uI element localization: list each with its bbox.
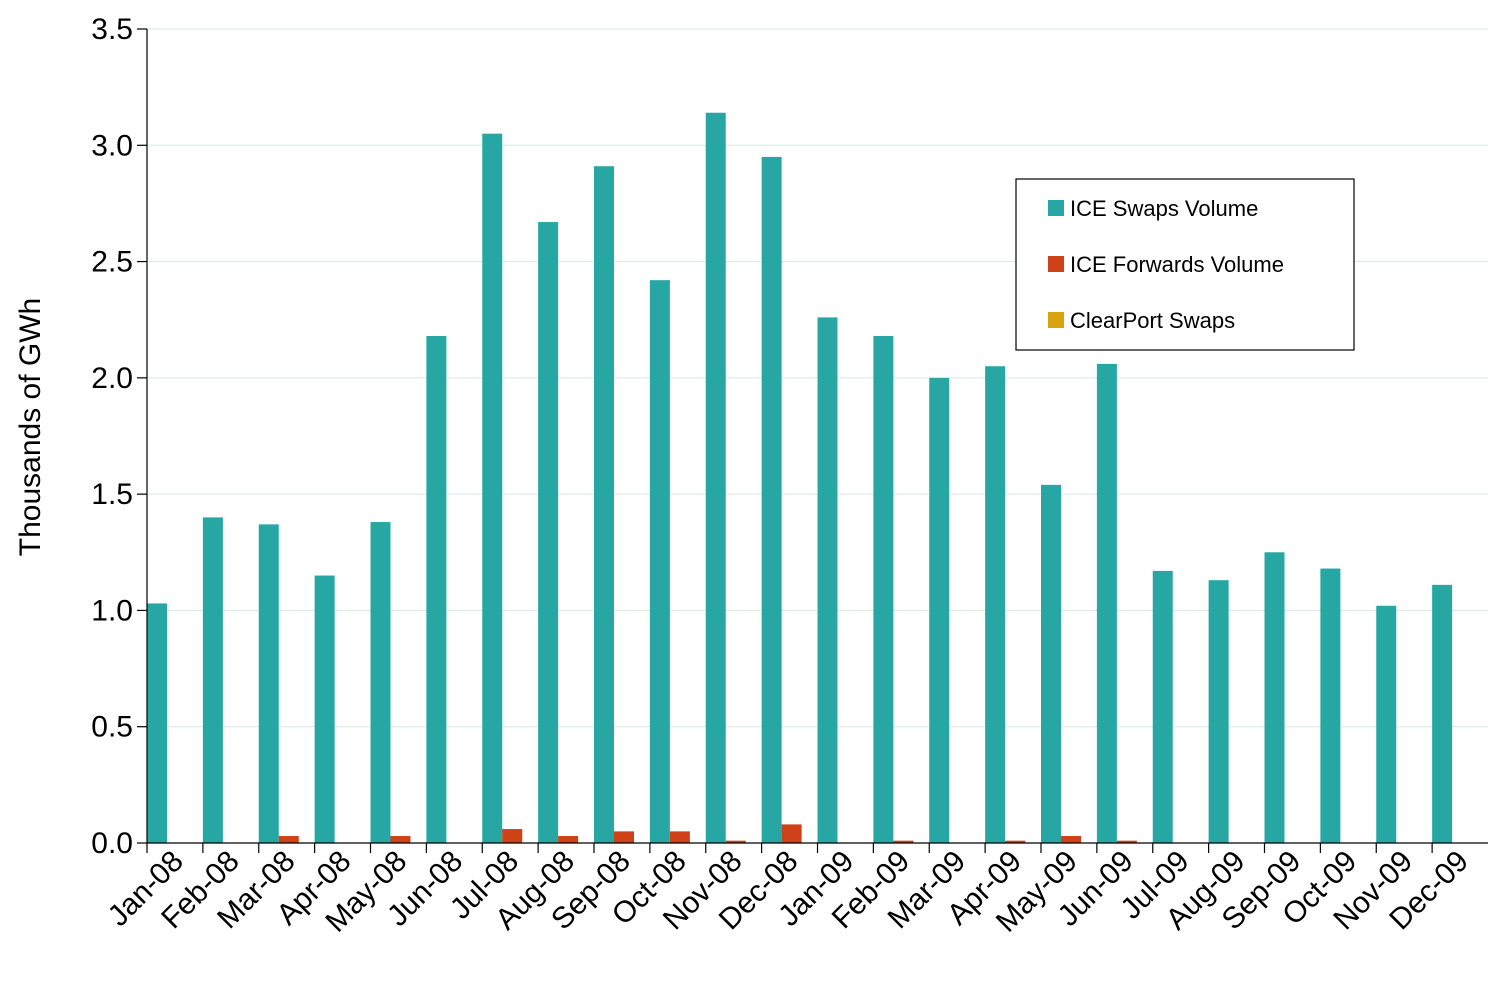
- bar-ice-swaps-volume-sep-09: [1264, 552, 1285, 843]
- legend-entry: ClearPort Swaps: [1070, 308, 1235, 333]
- legend-swatch: [1048, 256, 1064, 272]
- y-tick-label: 3.0: [91, 129, 133, 162]
- bar-ice-forwards-volume-may-09: [1061, 836, 1081, 843]
- legend-swatch: [1048, 200, 1064, 216]
- bar-ice-swaps-volume-jun-08: [426, 335, 447, 843]
- bar-ice-swaps-volume-jun-09: [1096, 363, 1117, 843]
- bar-ice-swaps-volume-jan-08: [147, 603, 167, 843]
- bar-ice-forwards-volume-nov-08: [725, 840, 746, 843]
- bar-ice-forwards-volume-dec-08: [781, 824, 802, 843]
- bar-ice-swaps-volume-nov-08: [705, 112, 726, 844]
- legend: ICE Swaps Volume ICE Forwards Volume Clear…: [1015, 178, 1355, 351]
- legend-box: [1015, 178, 1355, 351]
- bar-ice-forwards-volume-apr-09: [1005, 840, 1026, 843]
- legend-entry: ICE Swaps Volume: [1070, 196, 1258, 221]
- bar-ice-swaps-volume-aug-08: [538, 222, 559, 843]
- bar-ice-forwards-volume-feb-09: [893, 840, 914, 843]
- legend-swatch: [1048, 312, 1064, 328]
- x-tick-labels: Jan-08Feb-08Mar-08Apr-08May-08Jun-08Jul-…: [102, 845, 1475, 939]
- bar-ice-swaps-volume-jan-09: [817, 317, 838, 844]
- bar-ice-swaps-volume-oct-09: [1320, 568, 1341, 843]
- bar-ice-swaps-volume-may-09: [1041, 484, 1061, 843]
- y-tick-label: 2.0: [91, 362, 133, 395]
- bar-ice-forwards-volume-mar-08: [278, 836, 299, 843]
- bar-ice-swaps-volume-apr-09: [985, 366, 1006, 843]
- bar-ice-swaps-volume-mar-09: [929, 377, 950, 843]
- axes: [146, 29, 1488, 853]
- bar-ice-swaps-volume-jul-09: [1152, 570, 1173, 843]
- y-tick-labels: 0.0 0.5 1.0 1.5 2.0 2.5 3.0 3.5: [91, 13, 133, 860]
- y-tick-label: 3.5: [91, 13, 133, 46]
- bar-ice-swaps-volume-may-08: [370, 522, 391, 843]
- bar-ice-swaps-volume-sep-08: [594, 166, 614, 843]
- y-tick-label: 2.5: [91, 246, 133, 279]
- bar-ice-forwards-volume-jul-08: [502, 829, 523, 843]
- y-axis-label: Thousands of GWh: [14, 298, 47, 556]
- bar-ice-swaps-volume-nov-09: [1376, 605, 1397, 843]
- y-tick-label: 0.5: [91, 711, 133, 744]
- bar-ice-forwards-volume-jun-09: [1116, 840, 1137, 843]
- bar-ice-swaps-volume-feb-08: [202, 517, 223, 843]
- bar-ice-forwards-volume-aug-08: [558, 836, 579, 843]
- bar-ice-swaps-volume-dec-09: [1432, 584, 1453, 843]
- bar-ice-swaps-volume-feb-09: [873, 335, 894, 843]
- y-tick-label: 1.0: [91, 594, 133, 627]
- legend-entry: ICE Forwards Volume: [1070, 252, 1284, 277]
- bar-ice-forwards-volume-sep-08: [614, 831, 634, 843]
- y-tick-label: 0.0: [91, 827, 133, 860]
- y-tick-label: 1.5: [91, 478, 133, 511]
- bar-ice-swaps-volume-mar-08: [258, 524, 279, 843]
- bars: [147, 112, 1453, 844]
- bar-ice-forwards-volume-may-08: [390, 836, 411, 843]
- bar-ice-swaps-volume-dec-08: [761, 156, 782, 843]
- bar-ice-swaps-volume-oct-08: [649, 280, 670, 844]
- bar-ice-swaps-volume-aug-09: [1208, 580, 1229, 843]
- bar-ice-swaps-volume-apr-08: [314, 575, 335, 843]
- bar-ice-swaps-volume-jul-08: [482, 133, 503, 843]
- gridlines: [137, 28, 1488, 844]
- bar-ice-forwards-volume-oct-08: [669, 831, 690, 843]
